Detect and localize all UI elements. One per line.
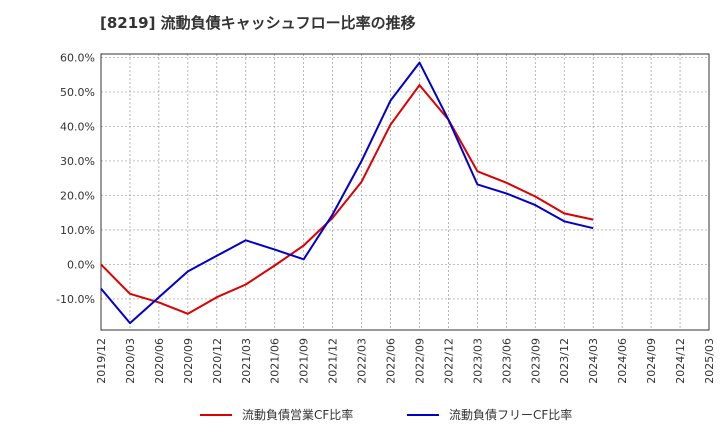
y-tick-label: 10.0% [60,224,95,237]
legend-label: 流動負債フリーCF比率 [449,407,572,422]
x-tick-label: 2025/03 [703,338,716,384]
x-tick-label: 2021/12 [327,338,340,384]
x-tick-label: 2022/09 [413,338,426,384]
x-tick-label: 2020/09 [182,338,195,384]
x-tick-label: 2023/12 [558,338,571,384]
x-tick-label: 2022/12 [442,338,455,384]
x-tick-label: 2023/09 [529,338,542,384]
y-tick-label: 50.0% [60,86,95,99]
x-tick-label: 2021/09 [298,338,311,384]
x-tick-label: 2024/09 [645,338,658,384]
plot-area-border [100,53,710,331]
x-tick-label: 2024/06 [616,338,629,384]
x-tick-label: 2024/12 [674,338,687,384]
series-lines [100,61,594,325]
y-tick-label: 30.0% [60,155,95,168]
legend: 流動負債営業CF比率 流動負債フリーCF比率 [200,407,572,422]
x-tick-label: 2021/03 [240,338,253,384]
series-line-2 [100,61,594,325]
x-tick-label: 2020/06 [153,338,166,384]
y-tick-label: 20.0% [60,189,95,202]
x-tick-label: 2024/03 [587,338,600,384]
grid [101,54,709,330]
x-tick-label: 2021/06 [269,338,282,384]
chart-title: [8219] 流動負債キャッシュフロー比率の推移 [100,14,416,32]
x-tick-label: 2019/12 [95,338,108,384]
x-tick-label: 2023/06 [500,338,513,384]
x-tick-label: 2023/03 [471,338,484,384]
x-tick-label: 2020/03 [124,338,137,384]
x-tick-label: 2022/06 [385,338,398,384]
y-tick-label: -10.0% [56,293,95,306]
x-tick-label: 2020/12 [211,338,224,384]
y-tick-label: 40.0% [60,120,95,133]
x-tick-label: 2022/03 [356,338,369,384]
x-axis: 2019/12 2020/03 2020/06 2020/09 2020/12 2021/… [95,338,716,384]
series-line-1 [100,84,594,315]
y-tick-label: 60.0% [60,51,95,64]
y-tick-label: 0.0% [67,258,95,271]
y-axis: 60.0% 50.0% 40.0% 30.0% 20.0% 10.0% 0.0% -10.0% [56,51,95,306]
legend-label: 流動負債営業CF比率 [242,407,353,422]
